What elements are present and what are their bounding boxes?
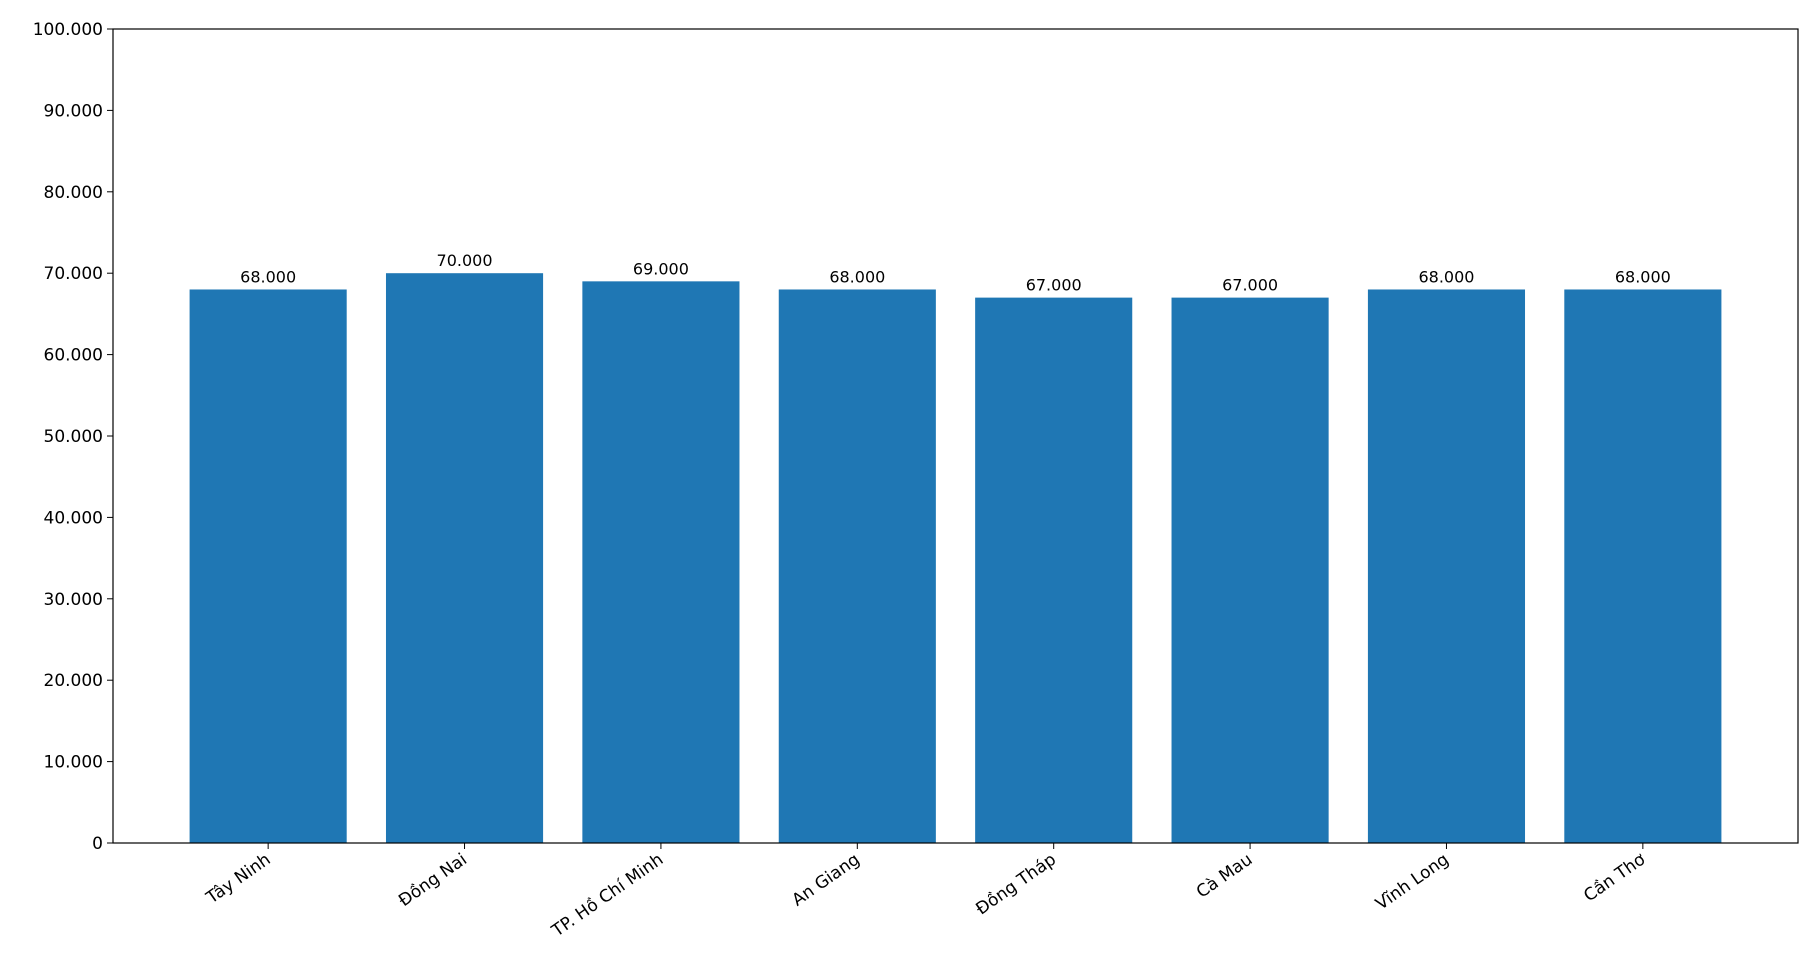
bar: [385, 273, 544, 843]
y-tick-label: 40.000: [44, 508, 103, 528]
y-tick-label: 60.000: [44, 346, 103, 366]
plot-frame: [112, 28, 1799, 844]
x-tick-label: Đồng Tháp: [972, 849, 1060, 920]
bar: [975, 297, 1133, 843]
value-label: 67.000: [1222, 276, 1278, 295]
y-tick-label: 0: [92, 834, 103, 854]
value-label: 68.000: [1615, 267, 1671, 286]
bar: [1367, 289, 1526, 844]
y-tick-label: 90.000: [44, 101, 103, 121]
x-tick-label: Vĩnh Long: [1372, 850, 1453, 915]
y-tick-label: 30.000: [44, 590, 103, 610]
value-label: 67.000: [1026, 276, 1082, 295]
bar: [189, 289, 347, 844]
bar: [1171, 297, 1329, 843]
y-tick-label: 20.000: [44, 671, 103, 691]
value-label: 70.000: [437, 251, 493, 270]
x-tick-label: Cần Thơ: [1580, 848, 1650, 906]
y-tick-label: 70.000: [44, 264, 103, 284]
y-tick-label: 80.000: [44, 183, 103, 203]
y-tick-label: 10.000: [44, 753, 103, 773]
x-tick-label: Tây Ninh: [202, 850, 274, 909]
value-label: 69.000: [633, 259, 689, 278]
bar: [778, 289, 936, 844]
x-tick-label: TP. Hồ Chí Minh: [547, 849, 667, 942]
value-label: 68.000: [829, 267, 885, 286]
y-tick-label: 50.000: [44, 427, 103, 447]
x-tick-label: Cà Mau: [1193, 850, 1257, 903]
bar: [582, 281, 740, 844]
x-tick-label: An Giang: [789, 850, 864, 911]
value-label: 68.000: [240, 267, 296, 286]
bar: [1564, 289, 1722, 844]
value-label: 68.000: [1418, 267, 1474, 286]
y-tick-label: 100.000: [33, 20, 103, 40]
x-tick-label: Đồng Nai: [395, 849, 471, 911]
